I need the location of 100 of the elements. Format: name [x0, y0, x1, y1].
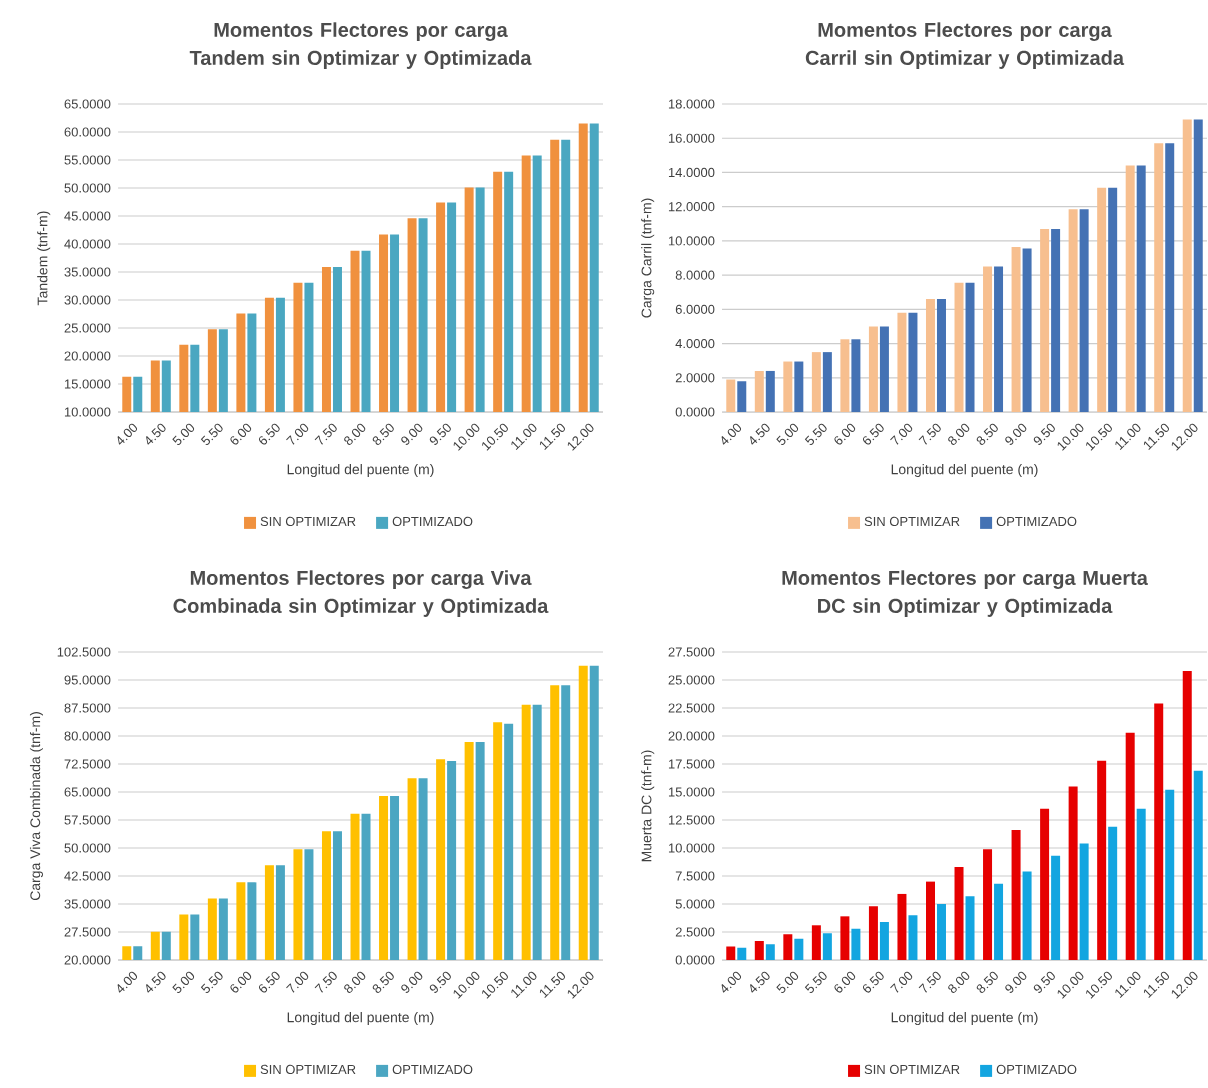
x-tick-label: 6.00 [834, 971, 856, 993]
x-tick-label: 9.50 [429, 971, 451, 993]
x-tick-label: 7.00 [890, 423, 913, 445]
y-axis-title: Muerta DC (tnf-m) [641, 750, 655, 862]
bar [868, 326, 878, 413]
y-tick-label: 22.5000 [668, 703, 715, 713]
bar [1068, 786, 1078, 961]
x-tick-label: 9.00 [1005, 971, 1027, 993]
bar [1136, 808, 1146, 961]
y-tick-label: 45.0000 [64, 211, 111, 221]
y-tick-label: 95.0000 [64, 675, 111, 685]
x-tick-label: 5.50 [804, 423, 827, 445]
bar [1154, 143, 1164, 413]
bar [1125, 732, 1135, 961]
x-tick-label: 4.50 [146, 971, 166, 993]
bar [1011, 830, 1021, 961]
x-tick-label: 5.00 [172, 971, 195, 993]
x-tick-label: 4.50 [750, 971, 770, 993]
x-tick-label: 7.50 [918, 971, 941, 993]
bar [754, 940, 764, 961]
bar [954, 867, 964, 961]
bar [1097, 760, 1107, 961]
x-tick-label: 7.00 [286, 423, 309, 445]
y-tick-label: 0.0000 [675, 407, 715, 417]
y-tick-label: 18.0000 [668, 99, 715, 109]
bar [965, 896, 975, 961]
bar [994, 266, 1004, 413]
bar [1136, 165, 1146, 413]
bar [1051, 855, 1061, 961]
legend-label: OPTIMIZADO [392, 1064, 473, 1075]
bar [879, 326, 889, 413]
x-tick-label: 8.00 [344, 971, 366, 993]
y-tick-label: 12.5000 [668, 815, 715, 825]
bar [754, 370, 764, 413]
y-tick-label: 65.0000 [64, 787, 111, 797]
x-tick-label: 8.00 [948, 423, 970, 445]
bar [811, 352, 821, 413]
bar [1097, 187, 1107, 413]
bar [794, 938, 804, 961]
y-tick-label: 10.0000 [668, 236, 715, 246]
bar [1125, 165, 1135, 413]
y-tick-label: 50.0000 [64, 843, 111, 853]
bar [994, 883, 1004, 961]
y-tick-label: 12.0000 [668, 202, 715, 212]
y-tick-label: 55.0000 [64, 155, 111, 165]
y-tick-label: 20.0000 [64, 351, 111, 361]
y-tick-label: 7.5000 [675, 871, 715, 881]
y-tick-label: 8.0000 [675, 270, 715, 280]
bar [783, 361, 793, 413]
bar [908, 312, 918, 413]
y-tick-label: 27.5000 [668, 647, 715, 657]
y-tick-label: 15.0000 [64, 379, 111, 389]
x-tick-label: 9.00 [401, 971, 423, 993]
y-axis-title: Carga Carril (tnf-m) [641, 198, 655, 318]
x-tick-label: 8.00 [948, 971, 970, 993]
bar [840, 339, 850, 413]
x-axis-title: Longitud del puente (m) [891, 1012, 1038, 1026]
bar [1154, 703, 1164, 961]
x-tick-label: 8.50 [372, 423, 394, 445]
bar [1022, 871, 1032, 961]
legend-label: OPTIMIZADO [996, 1064, 1077, 1075]
bar [1165, 143, 1175, 413]
x-tick-label: 6.50 [862, 971, 884, 993]
bar [879, 921, 889, 961]
x-tick-label: 6.50 [258, 971, 280, 993]
y-tick-label: 10.0000 [64, 407, 111, 417]
x-tick-label: 9.00 [401, 423, 423, 445]
legend-label: SIN OPTIMIZAR [260, 516, 356, 527]
bar [954, 282, 964, 413]
bar [925, 881, 935, 961]
y-tick-label: 0.0000 [675, 955, 715, 965]
bar [1068, 209, 1078, 413]
y-tick-label: 17.5000 [668, 759, 715, 769]
bar [1079, 843, 1089, 961]
chart-title: Momentos Flectores por carga Viva Combinada sin Optimizar y Optimizada [173, 570, 549, 617]
x-tick-label: 5.00 [776, 971, 799, 993]
x-tick-label: 4.50 [750, 423, 770, 445]
y-tick-label: 30.0000 [64, 295, 111, 305]
y-tick-label: 20.0000 [64, 955, 111, 965]
bar [822, 933, 832, 961]
bar [925, 299, 935, 413]
x-tick-label: 9.50 [429, 423, 451, 445]
x-tick-label: 5.00 [172, 423, 195, 445]
x-tick-label: 5.50 [200, 423, 223, 445]
bar [726, 379, 736, 413]
x-tick-label: 6.50 [862, 423, 884, 445]
bar [783, 934, 793, 961]
bar [1022, 248, 1032, 413]
y-tick-label: 35.0000 [64, 267, 111, 277]
chart-title: Momentos Flectores por carga Tandem sin Optimizar y Optimizada [189, 22, 532, 69]
bar [1040, 808, 1050, 961]
bar [1079, 209, 1089, 413]
y-tick-label: 72.5000 [64, 759, 111, 769]
x-tick-label: 7.00 [890, 971, 913, 993]
y-tick-label: 25.0000 [668, 675, 715, 685]
x-tick-label: 8.50 [372, 971, 394, 993]
bar [811, 925, 821, 961]
bar [851, 339, 861, 413]
y-tick-label: 27.5000 [64, 927, 111, 937]
x-axis-title: Longitud del puente (m) [287, 464, 434, 478]
